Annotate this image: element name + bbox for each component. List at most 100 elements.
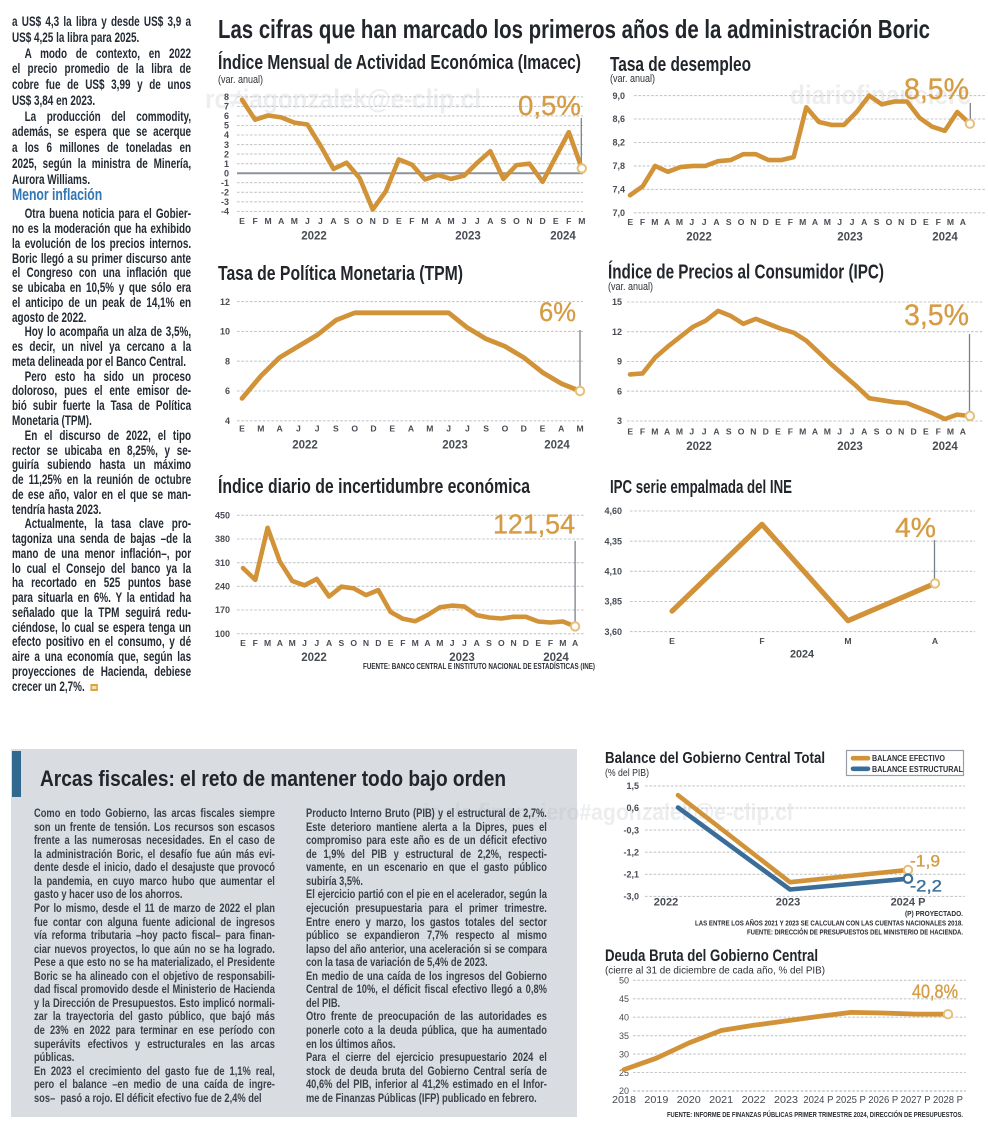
svg-text:A: A xyxy=(932,636,938,646)
svg-text:E: E xyxy=(535,638,541,648)
svg-text:A: A xyxy=(278,216,284,226)
svg-text:M: M xyxy=(947,427,954,437)
svg-text:2023: 2023 xyxy=(774,1094,798,1106)
svg-text:6: 6 xyxy=(225,386,230,396)
svg-text:FUENTE: INFORME DE FINANZAS PÚ: FUENTE: INFORME DE FINANZAS PÚBLICAS PRI… xyxy=(667,1110,963,1119)
svg-text:2022: 2022 xyxy=(292,440,318,452)
svg-text:A: A xyxy=(713,427,719,437)
svg-text:M: M xyxy=(824,217,831,227)
svg-text:A: A xyxy=(435,216,441,226)
svg-text:4,10: 4,10 xyxy=(604,567,622,577)
svg-text:O: O xyxy=(502,424,509,434)
svg-text:F: F xyxy=(566,216,571,226)
svg-text:240: 240 xyxy=(215,582,230,592)
svg-text:M: M xyxy=(559,638,566,648)
svg-text:Tasa de desempleo: Tasa de desempleo xyxy=(610,53,751,76)
svg-text:J: J xyxy=(302,638,307,648)
svg-text:M: M xyxy=(578,216,585,226)
svg-text:M: M xyxy=(421,216,428,226)
svg-text:J: J xyxy=(315,424,320,434)
svg-text:BALANCE EFECTIVO: BALANCE EFECTIVO xyxy=(872,754,945,763)
svg-text:3: 3 xyxy=(224,140,229,150)
svg-text:D: D xyxy=(370,424,376,434)
svg-text:J: J xyxy=(850,427,855,437)
svg-text:2024: 2024 xyxy=(544,440,570,452)
svg-text:Índice de Precios al Consumido: Índice de Precios al Consumidor (IPC) xyxy=(608,261,884,284)
svg-text:50: 50 xyxy=(619,976,629,986)
svg-text:D: D xyxy=(910,217,916,227)
svg-text:(cierre al 31 de diciembre de: (cierre al 31 de diciembre de cada año, … xyxy=(605,965,825,977)
svg-text:S: S xyxy=(874,217,880,227)
svg-text:2023: 2023 xyxy=(837,441,863,453)
svg-text:S: S xyxy=(339,638,345,648)
svg-text:O: O xyxy=(356,216,363,226)
svg-text:170: 170 xyxy=(215,605,230,615)
svg-text:S: S xyxy=(483,424,489,434)
svg-text:Arcas fiscales: el reto de man: Arcas fiscales: el reto de mantener todo… xyxy=(40,766,506,791)
svg-text:FUENTE: BANCO CENTRAL E INSTIT: FUENTE: BANCO CENTRAL E INSTITUTO NACION… xyxy=(363,662,595,671)
svg-text:A: A xyxy=(960,217,966,227)
svg-text:N: N xyxy=(370,216,376,226)
svg-text:6: 6 xyxy=(617,386,622,396)
svg-text:(P) PROYECTADO.: (P) PROYECTADO. xyxy=(905,909,963,918)
svg-text:-1: -1 xyxy=(221,178,229,188)
svg-text:7,0: 7,0 xyxy=(612,208,625,218)
svg-text:M: M xyxy=(799,217,806,227)
svg-text:A: A xyxy=(812,427,818,437)
svg-text:A: A xyxy=(424,638,430,648)
svg-text:12: 12 xyxy=(612,327,622,337)
svg-text:4%: 4% xyxy=(895,512,936,543)
svg-text:4: 4 xyxy=(225,416,230,426)
svg-text:F: F xyxy=(788,217,793,227)
svg-text:2018: 2018 xyxy=(612,1094,636,1106)
svg-text:Deuda Bruta del Gobierno Centr: Deuda Bruta del Gobierno Central xyxy=(605,947,818,965)
svg-text:A: A xyxy=(276,424,282,434)
svg-text:25: 25 xyxy=(619,1068,629,1078)
svg-text:F: F xyxy=(253,638,258,648)
svg-text:-2,2: -2,2 xyxy=(910,878,942,896)
svg-text:2023: 2023 xyxy=(837,232,863,244)
svg-text:0,5%: 0,5% xyxy=(518,90,581,121)
svg-text:(var. anual): (var. anual) xyxy=(608,281,653,293)
svg-text:M: M xyxy=(412,638,419,648)
svg-text:E: E xyxy=(923,217,929,227)
svg-text:D: D xyxy=(910,427,916,437)
svg-text:45: 45 xyxy=(619,994,629,1004)
svg-text:3,60: 3,60 xyxy=(604,627,622,637)
svg-text:-3,0: -3,0 xyxy=(623,892,639,902)
svg-text:A: A xyxy=(861,217,867,227)
svg-text:8,5%: 8,5% xyxy=(904,73,969,106)
svg-text:O: O xyxy=(738,427,745,437)
svg-text:A: A xyxy=(664,427,670,437)
svg-text:2024 P: 2024 P xyxy=(891,897,926,909)
svg-text:M: M xyxy=(947,217,954,227)
svg-text:D: D xyxy=(540,216,546,226)
svg-text:F: F xyxy=(252,216,257,226)
svg-text:2019: 2019 xyxy=(644,1094,668,1106)
svg-text:O: O xyxy=(350,638,357,648)
svg-text:N: N xyxy=(750,427,756,437)
svg-text:E: E xyxy=(396,216,402,226)
svg-text:O: O xyxy=(351,424,358,434)
svg-text:E: E xyxy=(923,427,929,437)
svg-text:A: A xyxy=(487,216,493,226)
svg-text:S: S xyxy=(344,216,350,226)
svg-text:9: 9 xyxy=(617,357,622,367)
svg-text:A: A xyxy=(960,427,966,437)
svg-text:4,35: 4,35 xyxy=(604,536,622,546)
svg-text:10: 10 xyxy=(220,327,230,337)
svg-text:E: E xyxy=(627,217,633,227)
svg-text:J: J xyxy=(689,217,694,227)
svg-text:8,2: 8,2 xyxy=(612,138,625,148)
svg-text:E: E xyxy=(627,427,633,437)
svg-text:40: 40 xyxy=(619,1012,629,1022)
svg-text:M: M xyxy=(448,216,455,226)
svg-text:2022: 2022 xyxy=(686,441,712,453)
svg-text:2024: 2024 xyxy=(790,649,814,661)
svg-text:2: 2 xyxy=(224,149,229,159)
svg-text:4,60: 4,60 xyxy=(604,506,622,516)
svg-text:F: F xyxy=(548,638,553,648)
svg-text:3,5%: 3,5% xyxy=(904,299,969,332)
svg-text:N: N xyxy=(898,217,904,227)
svg-text:A: A xyxy=(713,217,719,227)
